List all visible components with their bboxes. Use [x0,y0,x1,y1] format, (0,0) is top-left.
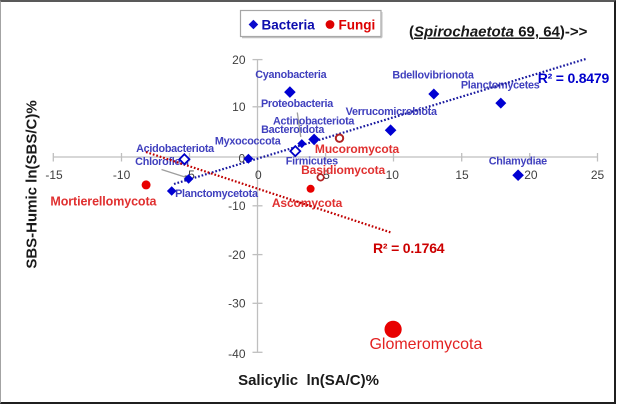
svg-text:25: 25 [591,168,605,182]
svg-text:-5: -5 [184,168,195,182]
svg-text:-15: -15 [45,168,63,182]
svg-text:Fungi: Fungi [339,18,376,33]
svg-text:Actinobacteriota: Actinobacteriota [273,115,355,127]
svg-text:Mucoromycota: Mucoromycota [315,142,400,156]
svg-text:Planctomycetota: Planctomycetota [175,188,259,200]
svg-text:5: 5 [323,168,330,182]
svg-text:-30: -30 [228,297,246,311]
svg-text:Basidiomycota: Basidiomycota [301,163,385,177]
svg-text:Chlamydiae: Chlamydiae [489,156,547,168]
svg-text:Proteobacteria: Proteobacteria [261,98,334,110]
svg-text:Myxococcota: Myxococcota [215,135,282,147]
svg-text:Verrucomicrobiota: Verrucomicrobiota [346,106,438,118]
svg-text:SBS-Humic ln(SBS/C)%: SBS-Humic ln(SBS/C)% [24,100,41,268]
svg-text:20: 20 [232,53,246,67]
svg-text:Bacteroidota: Bacteroidota [261,124,325,136]
svg-text:(Spirochaetota 69, 64)->>: (Spirochaetota 69, 64)->> [409,24,588,41]
svg-text:10: 10 [386,168,400,182]
svg-text:20: 20 [524,168,538,182]
svg-text:Cyanobacteria: Cyanobacteria [255,69,327,81]
svg-text:Planctomycetes: Planctomycetes [461,80,540,92]
svg-text:Glomeromycota: Glomeromycota [369,336,482,353]
svg-text:R² = 0.1764: R² = 0.1764 [373,240,445,256]
svg-text:Firmicutes: Firmicutes [286,156,338,168]
svg-text:0: 0 [239,152,246,166]
svg-text:0: 0 [255,168,262,182]
svg-text:Bdellovibrionota: Bdellovibrionota [392,70,474,82]
svg-text:10: 10 [232,100,246,114]
svg-text:Salicylic ln(SA/C)%: Salicylic ln(SA/C)% [238,372,379,389]
svg-text:-40: -40 [228,347,246,361]
svg-text:Chloroflexi: Chloroflexi [135,156,189,168]
svg-text:-10: -10 [113,168,131,182]
svg-text:-20: -20 [228,248,246,262]
svg-text:15: 15 [455,168,469,182]
svg-text:R² = 0.8479: R² = 0.8479 [538,70,610,86]
svg-text:-10: -10 [228,199,246,213]
svg-text:Bacteria: Bacteria [262,18,316,33]
svg-text:Ascomycota: Ascomycota [272,196,343,210]
svg-text:Acidobacteriota: Acidobacteriota [136,143,215,155]
svg-text:Mortierellomycota: Mortierellomycota [50,194,157,208]
